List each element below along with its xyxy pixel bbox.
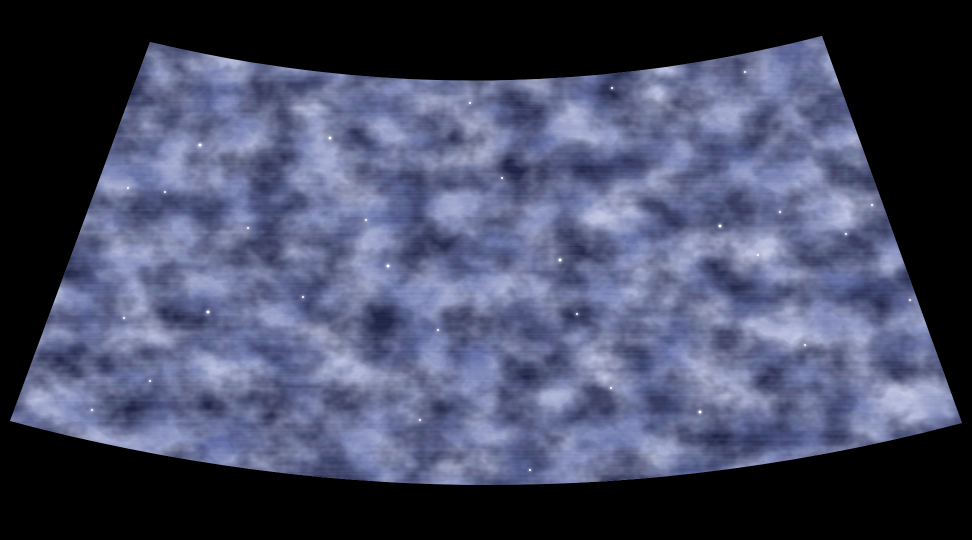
- star-point: [469, 102, 471, 104]
- star-point: [744, 71, 746, 73]
- star-point: [576, 313, 578, 315]
- star-point: [804, 344, 806, 346]
- star-point: [611, 87, 613, 89]
- star-field: [90, 70, 912, 486]
- star-point: [698, 410, 702, 414]
- star-point: [302, 296, 304, 298]
- star-point: [328, 136, 332, 140]
- star-point: [198, 143, 202, 147]
- star-point: [164, 191, 166, 193]
- star-point: [386, 264, 390, 268]
- star-point: [127, 187, 129, 189]
- star-point: [149, 380, 151, 382]
- star-point: [437, 329, 439, 331]
- star-point: [123, 317, 125, 319]
- star-point: [501, 177, 503, 179]
- star-point: [365, 219, 367, 221]
- star-point: [610, 387, 612, 389]
- star-point: [779, 211, 781, 213]
- star-point: [757, 254, 759, 256]
- star-point: [909, 299, 911, 301]
- star-point: [871, 204, 873, 206]
- star-point: [247, 227, 249, 229]
- star-point: [419, 419, 421, 421]
- star-point: [845, 233, 847, 235]
- star-point: [206, 310, 210, 314]
- star-point: [558, 258, 562, 262]
- star-point: [718, 224, 722, 228]
- star-point: [529, 469, 531, 471]
- star-point: [91, 409, 93, 411]
